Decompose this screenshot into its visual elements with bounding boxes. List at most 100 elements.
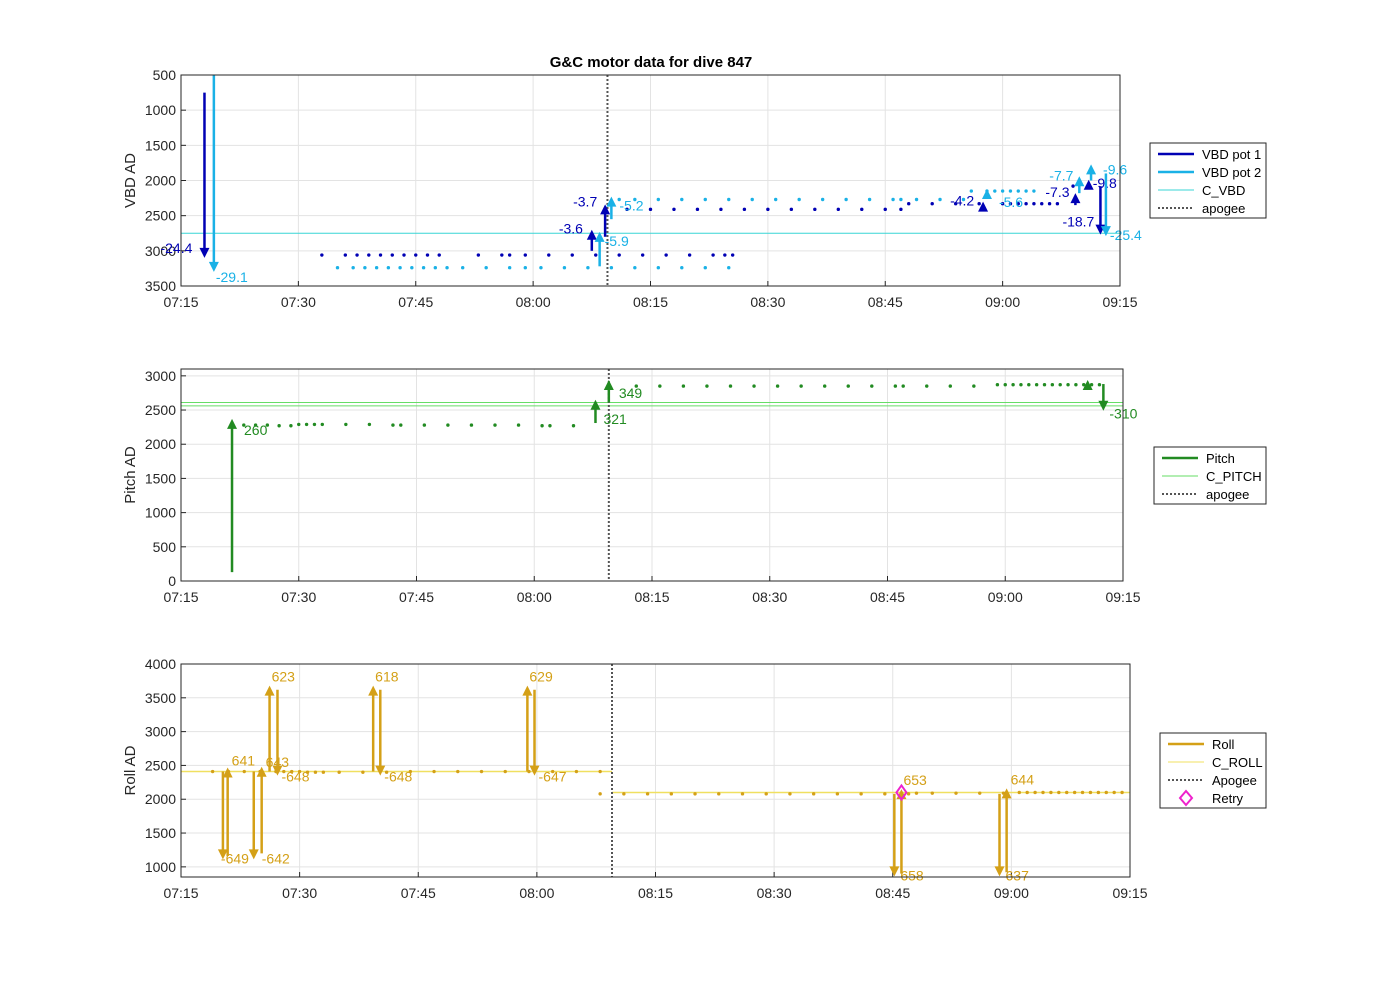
data-point [242, 769, 246, 774]
data-point [598, 792, 602, 796]
data-point [410, 266, 414, 270]
data-point [384, 770, 389, 774]
data-point [1034, 383, 1039, 387]
data-point [797, 197, 801, 202]
motor-move-arrowhead [1086, 164, 1097, 175]
data-point [906, 792, 911, 796]
motor-move-label: -7.3 [1045, 184, 1069, 200]
data-point [752, 384, 756, 388]
motor-move-label: 653 [903, 772, 927, 788]
x-tick-label: 08:15 [633, 294, 668, 310]
data-point [386, 266, 391, 270]
data-point [705, 384, 709, 388]
data-point [210, 769, 215, 774]
legend-entry: apogee [1202, 201, 1245, 216]
y-tick-label: 1500 [145, 137, 176, 153]
pitch-axes: 07:15 07:30 07:45 08:00 08:15 08:30 08:45 09:00… [122, 368, 1267, 605]
data-point [374, 266, 379, 270]
data-point [320, 253, 324, 257]
data-point [645, 792, 650, 796]
data-point [570, 253, 574, 257]
x-tick-label: 07:30 [281, 294, 316, 310]
data-point [693, 792, 697, 796]
x-tick-label: 07:45 [401, 885, 436, 901]
motor-move-label: -642 [262, 850, 290, 866]
data-point [893, 384, 898, 388]
legend-swatch [1178, 789, 1194, 807]
data-point [723, 253, 727, 257]
data-point [669, 792, 674, 796]
motor-move-arrowhead [522, 685, 533, 696]
data-point [1027, 383, 1031, 387]
data-point [1072, 790, 1077, 795]
data-point [764, 792, 768, 796]
data-point [775, 384, 780, 388]
data-point [390, 253, 394, 257]
data-point [1057, 790, 1061, 795]
x-tick-label: 08:45 [875, 885, 910, 901]
legend-entry: apogee [1206, 487, 1249, 502]
data-point [711, 253, 715, 257]
legend-entry: C_ROLL [1212, 755, 1263, 770]
y-tick-label: 2000 [145, 436, 176, 452]
y-tick-label: 3000 [145, 243, 176, 259]
data-point [1066, 383, 1070, 387]
x-tick-label: 07:45 [399, 589, 434, 605]
data-point [789, 207, 794, 212]
y-axis-label: Roll AD [122, 745, 139, 795]
data-point [446, 423, 450, 427]
data-point [1071, 184, 1075, 188]
data-point [730, 253, 735, 257]
motor-move-label: -648 [281, 769, 309, 785]
data-point [290, 769, 294, 774]
data-point [766, 207, 770, 212]
data-point [1003, 383, 1007, 387]
data-point [925, 384, 929, 388]
data-point [788, 792, 792, 796]
data-point [609, 266, 614, 270]
data-point [948, 384, 952, 388]
motor-move-arrowhead [586, 229, 597, 240]
motor-move-label: 637 [1006, 867, 1030, 883]
legend-entry: VBD pot 2 [1202, 165, 1261, 180]
motor-move-arrowhead [199, 247, 210, 258]
motor-move-label: -649 [221, 850, 249, 866]
data-point [953, 202, 958, 206]
data-point [1065, 790, 1069, 795]
data-point [1008, 202, 1013, 206]
data-point [740, 792, 745, 796]
data-point [1049, 790, 1053, 795]
data-point [978, 791, 982, 795]
x-tick-label: 09:00 [994, 885, 1029, 901]
data-point [901, 384, 905, 388]
data-point [335, 266, 340, 270]
motor-move-arrowhead [272, 765, 283, 776]
data-point [574, 769, 579, 774]
x-tick-label: 08:00 [519, 885, 554, 901]
data-point [846, 384, 850, 388]
x-tick-label: 08:30 [752, 589, 787, 605]
data-point [361, 770, 365, 774]
motor-move-arrowhead [978, 201, 989, 212]
axes-frame [180, 74, 1121, 287]
data-point [507, 253, 512, 257]
x-tick-label: 07:30 [282, 885, 317, 901]
data-point [1033, 790, 1037, 795]
data-point [414, 253, 418, 257]
data-point [1025, 790, 1029, 795]
motor-move-label: -9.6 [1103, 161, 1127, 177]
motor-move-label: 629 [529, 669, 553, 685]
x-tick-label: 08:15 [634, 589, 669, 605]
data-point [297, 769, 302, 774]
data-point [1032, 189, 1036, 193]
data-point [523, 253, 527, 257]
y-tick-label: 2000 [145, 173, 176, 189]
data-point [461, 266, 465, 270]
data-point [277, 424, 281, 428]
data-point [432, 769, 436, 774]
motor-move-label: -4.2 [950, 193, 974, 209]
data-point [1080, 790, 1085, 795]
data-point [774, 197, 778, 202]
data-point [870, 384, 874, 388]
